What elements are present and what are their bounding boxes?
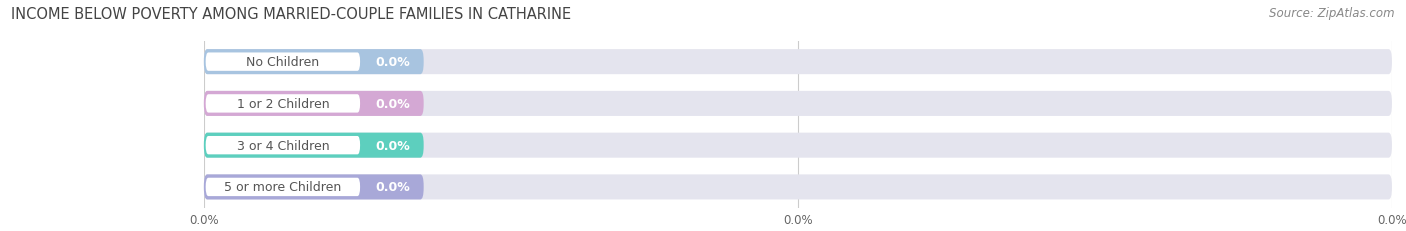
- FancyBboxPatch shape: [204, 175, 423, 200]
- Text: 1 or 2 Children: 1 or 2 Children: [236, 97, 329, 110]
- FancyBboxPatch shape: [205, 53, 360, 72]
- FancyBboxPatch shape: [205, 95, 360, 113]
- Text: No Children: No Children: [246, 56, 319, 69]
- FancyBboxPatch shape: [204, 175, 1392, 200]
- FancyBboxPatch shape: [205, 178, 360, 196]
- FancyBboxPatch shape: [204, 91, 423, 116]
- Text: INCOME BELOW POVERTY AMONG MARRIED-COUPLE FAMILIES IN CATHARINE: INCOME BELOW POVERTY AMONG MARRIED-COUPL…: [11, 7, 571, 22]
- Text: 0.0%: 0.0%: [375, 97, 411, 110]
- Text: 0.0%: 0.0%: [375, 139, 411, 152]
- Text: 0.0%: 0.0%: [375, 181, 411, 194]
- Text: Source: ZipAtlas.com: Source: ZipAtlas.com: [1270, 7, 1395, 20]
- FancyBboxPatch shape: [204, 50, 423, 75]
- FancyBboxPatch shape: [204, 133, 1392, 158]
- FancyBboxPatch shape: [204, 133, 423, 158]
- FancyBboxPatch shape: [204, 50, 1392, 75]
- Text: 0.0%: 0.0%: [375, 56, 411, 69]
- Text: 5 or more Children: 5 or more Children: [224, 181, 342, 194]
- FancyBboxPatch shape: [205, 136, 360, 155]
- FancyBboxPatch shape: [204, 91, 1392, 116]
- Text: 3 or 4 Children: 3 or 4 Children: [236, 139, 329, 152]
